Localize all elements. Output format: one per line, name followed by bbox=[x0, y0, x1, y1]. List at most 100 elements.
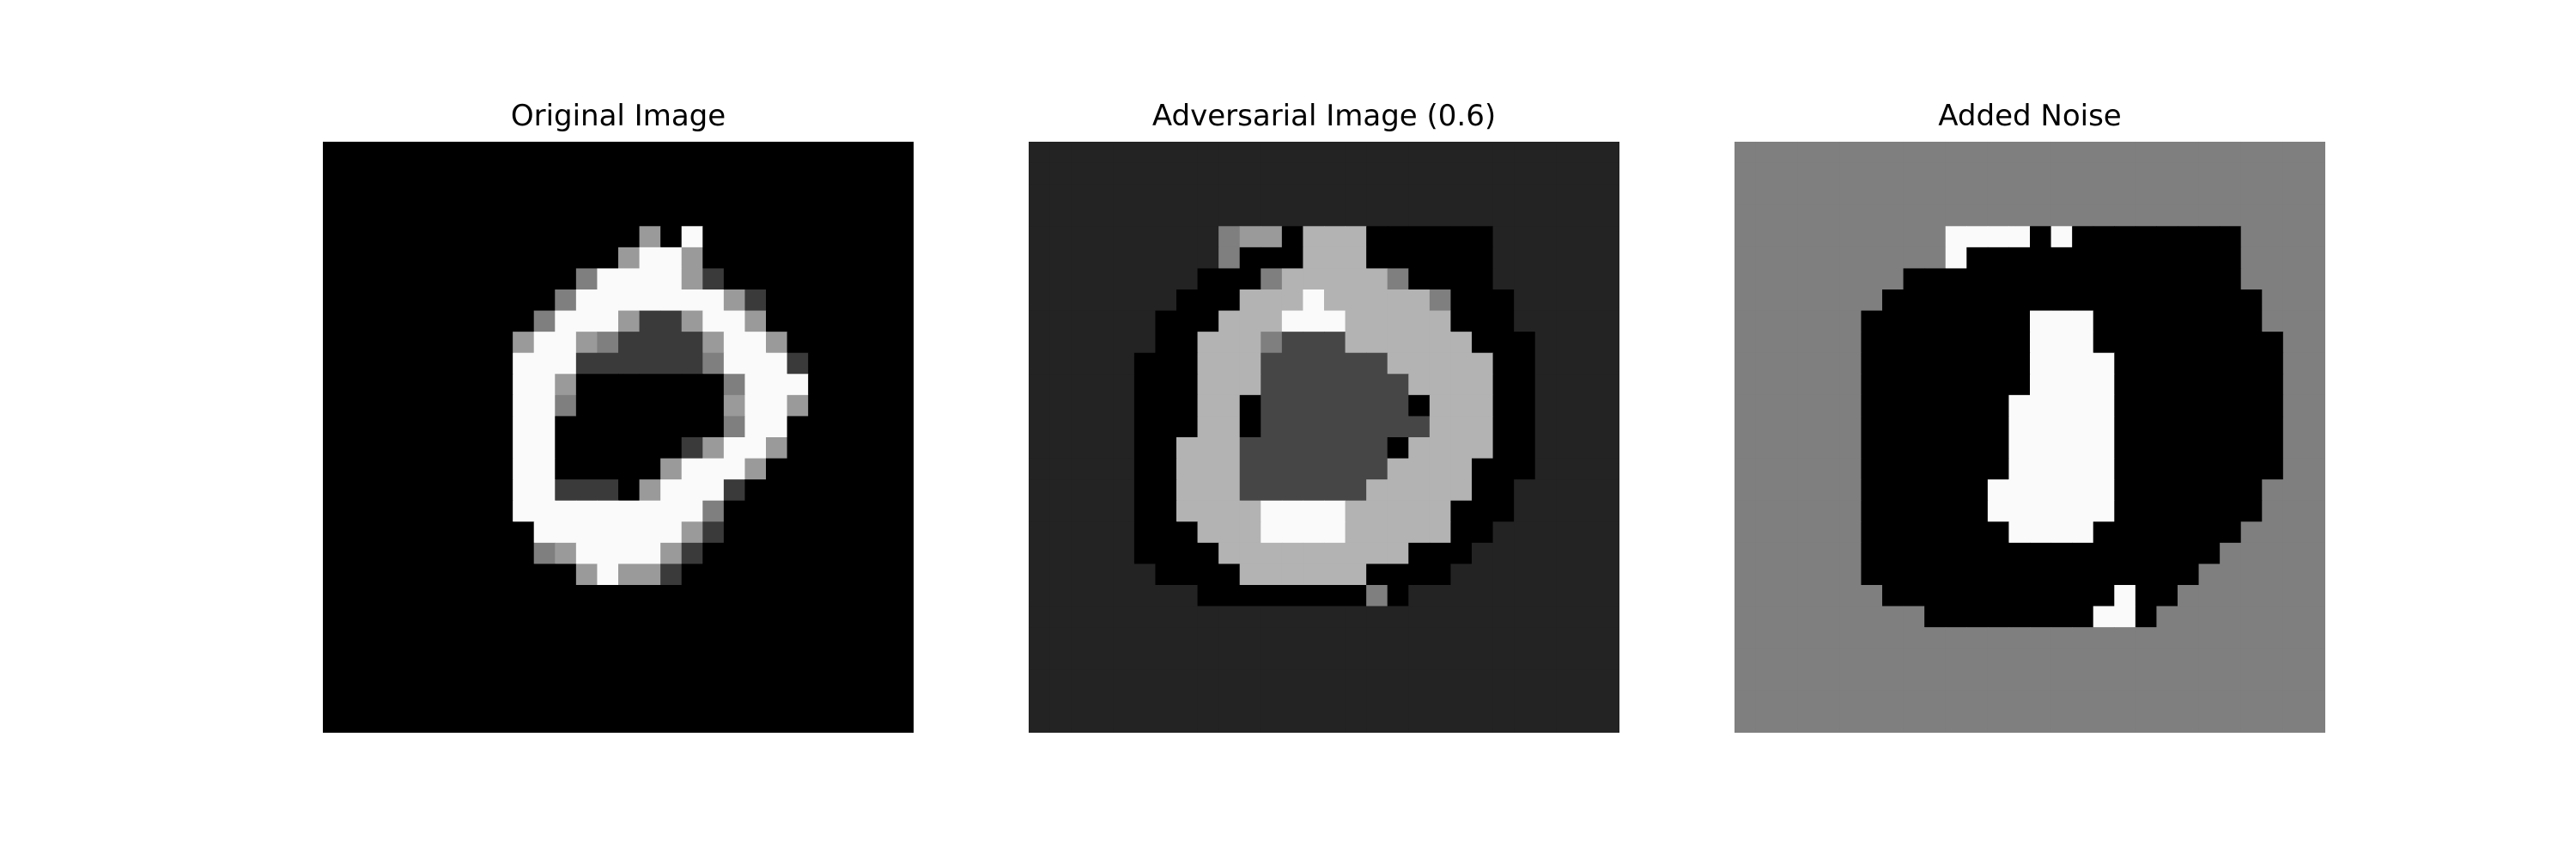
pixel bbox=[1176, 184, 1199, 206]
pixel bbox=[2240, 268, 2263, 290]
pixel bbox=[1345, 564, 1367, 586]
pixel bbox=[1261, 711, 1283, 733]
pixel bbox=[323, 162, 345, 185]
pixel bbox=[1366, 332, 1388, 354]
pixel bbox=[639, 521, 661, 544]
pixel bbox=[343, 289, 366, 312]
pixel bbox=[618, 184, 641, 206]
pixel bbox=[744, 204, 767, 227]
pixel bbox=[1492, 690, 1515, 713]
pixel bbox=[1387, 394, 1409, 417]
pixel bbox=[1408, 289, 1431, 312]
pixel bbox=[702, 648, 725, 670]
pixel bbox=[702, 226, 725, 248]
pixel bbox=[1534, 184, 1557, 206]
pixel bbox=[1903, 458, 1925, 480]
pixel bbox=[2198, 416, 2221, 438]
pixel bbox=[2282, 226, 2306, 248]
pixel bbox=[2114, 627, 2136, 649]
pixel bbox=[1113, 627, 1135, 649]
pixel bbox=[491, 606, 513, 628]
pixel bbox=[1598, 437, 1619, 460]
pixel bbox=[2030, 648, 2052, 670]
pixel bbox=[1924, 289, 1947, 312]
pixel bbox=[428, 521, 451, 544]
pixel bbox=[365, 247, 387, 270]
pixel bbox=[1966, 585, 1989, 607]
pixel bbox=[513, 289, 535, 312]
pixel bbox=[1197, 606, 1219, 628]
pixel bbox=[1556, 310, 1578, 332]
pixel bbox=[1819, 669, 1841, 691]
pixel bbox=[618, 226, 641, 248]
pixel bbox=[1534, 606, 1557, 628]
pixel bbox=[1239, 394, 1261, 417]
pixel bbox=[1534, 204, 1557, 227]
pixel bbox=[1882, 289, 1905, 312]
pixel bbox=[471, 606, 493, 628]
pixel bbox=[1176, 585, 1199, 607]
pixel bbox=[1429, 162, 1452, 185]
pixel bbox=[702, 606, 725, 628]
pixel bbox=[491, 437, 513, 460]
pixel bbox=[555, 648, 577, 670]
pixel bbox=[1534, 310, 1557, 332]
pixel bbox=[2262, 226, 2284, 248]
pixel bbox=[1966, 627, 1989, 649]
pixel bbox=[1966, 226, 1989, 248]
pixel bbox=[2240, 564, 2263, 586]
pixel bbox=[323, 142, 345, 164]
pixel bbox=[1861, 711, 1883, 733]
pixel bbox=[1945, 458, 1967, 480]
pixel bbox=[1987, 289, 2010, 312]
pixel bbox=[1281, 627, 1304, 649]
pixel bbox=[323, 226, 345, 248]
pixel bbox=[723, 606, 746, 628]
pixel bbox=[1155, 332, 1177, 354]
pixel bbox=[1514, 162, 1536, 185]
pixel bbox=[533, 162, 556, 185]
pixel bbox=[1049, 142, 1072, 164]
pixel bbox=[1071, 204, 1093, 227]
pixel bbox=[2156, 627, 2178, 649]
pixel bbox=[575, 226, 598, 248]
pixel bbox=[660, 142, 683, 164]
pixel bbox=[1155, 352, 1177, 375]
pixel bbox=[533, 542, 556, 565]
pixel bbox=[744, 564, 767, 586]
pixel bbox=[1049, 352, 1072, 375]
pixel bbox=[808, 374, 830, 396]
pixel bbox=[2220, 458, 2242, 480]
pixel bbox=[1197, 627, 1219, 649]
pixel bbox=[1261, 437, 1283, 460]
pixel bbox=[1987, 500, 2010, 522]
pixel bbox=[2220, 606, 2242, 628]
pixel bbox=[1903, 310, 1925, 332]
pixel bbox=[365, 204, 387, 227]
pixel bbox=[681, 204, 703, 227]
pixel bbox=[1577, 606, 1600, 628]
pixel bbox=[1408, 268, 1431, 290]
pixel bbox=[323, 500, 345, 522]
pixel bbox=[407, 268, 429, 290]
pixel bbox=[2135, 627, 2158, 649]
pixel bbox=[850, 542, 872, 565]
pixel bbox=[1366, 690, 1388, 713]
pixel bbox=[1239, 690, 1261, 713]
pixel bbox=[2072, 437, 2094, 460]
pixel bbox=[1472, 416, 1494, 438]
pixel bbox=[2072, 394, 2094, 417]
pixel bbox=[449, 268, 471, 290]
pixel bbox=[702, 627, 725, 649]
pixel bbox=[766, 479, 788, 502]
pixel bbox=[787, 184, 809, 206]
pixel bbox=[1882, 374, 1905, 396]
pixel bbox=[744, 542, 767, 565]
pixel bbox=[702, 268, 725, 290]
pixel bbox=[1735, 627, 1757, 649]
pixel bbox=[2220, 669, 2242, 691]
pixel bbox=[1303, 669, 1325, 691]
pixel bbox=[1071, 352, 1093, 375]
pixel bbox=[808, 394, 830, 417]
pixel bbox=[660, 374, 683, 396]
